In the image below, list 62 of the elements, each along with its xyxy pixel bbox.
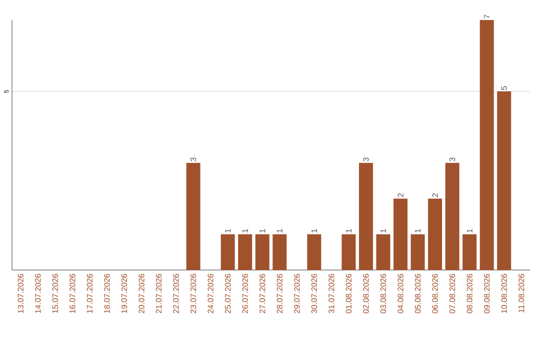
x-tick-label: 10.08.2026 (501, 274, 507, 313)
bar (238, 234, 252, 270)
x-tick-label: 15.07.2026 (52, 274, 58, 313)
data-label: 1 (276, 229, 282, 232)
bar (307, 234, 322, 270)
x-tick-label: 06.08.2026 (432, 274, 438, 314)
data-label: 1 (380, 229, 386, 232)
x-tick-label: 02.08.2026 (363, 274, 369, 314)
data-label: 1 (346, 229, 352, 232)
data-label: 1 (466, 229, 472, 232)
x-tick-label: 26.07.2026 (242, 274, 248, 314)
x-tick-label: 01.08.2026 (346, 274, 352, 314)
x-tick-label: 30.07.2026 (311, 274, 317, 314)
x-tick-label: 21.07.2026 (156, 274, 162, 314)
x-tick-label: 16.07.2026 (70, 274, 76, 313)
data-label: 1 (225, 229, 231, 232)
x-tick-label: 25.07.2026 (225, 274, 231, 314)
bar (497, 91, 512, 270)
x-tick-label: 18.07.2026 (104, 274, 110, 313)
data-label: 3 (363, 158, 369, 162)
data-label: 1 (260, 229, 266, 232)
bar (358, 162, 373, 270)
x-tick-label: 31.07.2026 (328, 274, 334, 314)
x-tick-label: 14.07.2026 (35, 274, 41, 313)
x-tick-label: 20.07.2026 (138, 274, 144, 314)
data-label: 7 (484, 14, 490, 18)
bar (186, 162, 200, 270)
bar (376, 234, 390, 270)
x-tick-label: 05.08.2026 (414, 274, 421, 314)
bar (220, 234, 235, 270)
bar (394, 198, 408, 270)
data-label: 5 (501, 86, 507, 90)
x-tick-label: 22.07.2026 (173, 274, 179, 314)
x-tick-label: 17.07.2026 (86, 274, 93, 313)
data-label: 3 (190, 158, 196, 162)
x-tick-label: 07.08.2026 (449, 274, 456, 314)
data-label: 2 (432, 193, 438, 197)
x-tick-label: 27.07.2026 (260, 274, 266, 314)
x-tick-label: 24.07.2026 (208, 274, 214, 314)
bar (480, 20, 494, 270)
bar (272, 234, 287, 270)
x-tick-label: 29.07.2026 (294, 274, 300, 314)
x-tick-label: 28.07.2026 (276, 274, 282, 314)
x-tick-label: 03.08.2026 (380, 274, 386, 314)
data-label: 1 (311, 229, 317, 232)
x-tick-label: 13.07.2026 (18, 274, 24, 313)
x-tick-label: 08.08.2026 (466, 274, 472, 314)
x-tick-label: 23.07.2026 (190, 274, 196, 314)
data-label: 3 (449, 158, 456, 162)
bar (428, 198, 442, 270)
x-tick-label: 09.08.2026 (484, 274, 490, 314)
x-tick-label: 11.08.2026 (518, 274, 524, 312)
bar (462, 234, 477, 270)
bar (255, 234, 270, 270)
x-tick-label: 19.07.2026 (121, 274, 128, 313)
bar (410, 234, 425, 270)
bar (342, 234, 356, 270)
data-label: 1 (415, 229, 421, 232)
bar (445, 162, 460, 270)
data-label: 1 (242, 229, 248, 232)
x-tick-label: 04.08.2026 (398, 274, 404, 314)
data-label: 2 (398, 193, 404, 197)
